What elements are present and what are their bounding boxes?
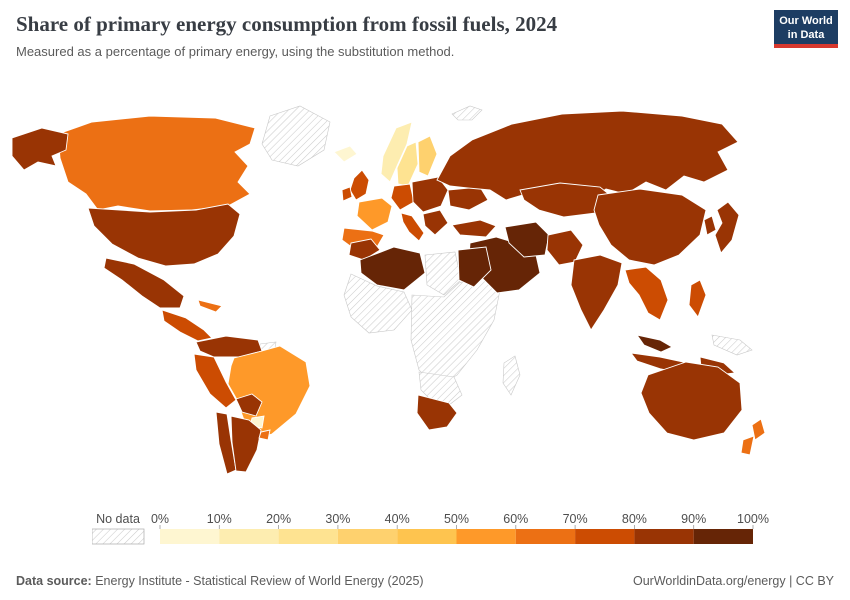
country-canada[interactable] xyxy=(57,115,256,212)
logo-line1: Our World xyxy=(779,15,833,28)
country-new-zealand-north[interactable] xyxy=(751,418,766,441)
country-mexico[interactable] xyxy=(103,257,185,309)
page-subtitle: Measured as a percentage of primary ener… xyxy=(16,44,455,60)
country-iceland[interactable] xyxy=(333,145,358,163)
legend-tick-5: 50% xyxy=(444,512,469,526)
legend-swatch-5[interactable] xyxy=(456,529,516,544)
country-alaska[interactable] xyxy=(11,127,69,171)
legend-tick-6: 60% xyxy=(503,512,528,526)
header: Share of primary energy consumption from… xyxy=(16,12,750,59)
legend-swatch-6[interactable] xyxy=(515,529,576,544)
country-iran[interactable] xyxy=(504,221,550,258)
country-russia[interactable] xyxy=(436,110,739,205)
country-japan[interactable] xyxy=(714,201,740,254)
legend-tick-1: 10% xyxy=(207,512,232,526)
legend-swatch-1[interactable] xyxy=(219,529,279,544)
legend-tick-2: 20% xyxy=(266,512,291,526)
legend-no-data-swatch[interactable] xyxy=(91,528,145,545)
legend-swatch-4[interactable] xyxy=(397,529,457,544)
legend-tick-7: 70% xyxy=(563,512,588,526)
legend-svg: No data 0% 10% 20% 30% 40% 50% 60% 70% 8… xyxy=(91,512,769,545)
legend-tick-9: 90% xyxy=(681,512,706,526)
owid-attribution-link[interactable]: OurWorldinData.org/energy | CC BY xyxy=(632,574,834,588)
country-svalbard[interactable] xyxy=(451,105,483,121)
legend-swatch-0[interactable] xyxy=(160,529,220,544)
country-italy[interactable] xyxy=(400,212,425,242)
country-brazil[interactable] xyxy=(227,345,311,441)
legend-tick-8: 80% xyxy=(622,512,647,526)
country-philippines[interactable] xyxy=(688,279,707,318)
country-papua-new-guinea[interactable] xyxy=(711,334,753,356)
country-ireland[interactable] xyxy=(341,186,353,202)
country-sweden[interactable] xyxy=(396,141,419,187)
country-egypt[interactable] xyxy=(457,246,492,288)
region-central-east-africa[interactable] xyxy=(410,272,501,388)
legend-swatch-7[interactable] xyxy=(575,529,635,544)
country-australia[interactable] xyxy=(640,361,743,441)
page-title: Share of primary energy consumption from… xyxy=(16,12,558,36)
region-balkans[interactable] xyxy=(422,209,449,236)
legend-tick-0: 0% xyxy=(151,512,169,526)
country-ukraine[interactable] xyxy=(447,186,489,211)
country-argentina[interactable] xyxy=(230,415,262,473)
region-central-europe[interactable] xyxy=(411,176,449,213)
country-cuba[interactable] xyxy=(197,299,223,313)
country-uruguay[interactable] xyxy=(258,429,271,441)
country-uk[interactable] xyxy=(349,169,370,201)
data-source-label: Data source: xyxy=(16,574,92,588)
legend-tick-3: 30% xyxy=(325,512,350,526)
footer: Data source: Energy Institute - Statisti… xyxy=(0,574,850,588)
data-source: Data source: Energy Institute - Statisti… xyxy=(16,574,424,588)
region-west-africa[interactable] xyxy=(343,273,413,334)
country-korea[interactable] xyxy=(703,215,717,236)
country-usa[interactable] xyxy=(87,203,241,267)
country-greenland[interactable] xyxy=(261,105,331,167)
country-new-zealand-south[interactable] xyxy=(740,435,755,456)
country-libya[interactable] xyxy=(424,251,462,296)
country-germany[interactable] xyxy=(390,183,415,211)
map-legend: No data 0% 10% 20% 30% 40% 50% 60% 70% 8… xyxy=(91,512,782,555)
country-india[interactable] xyxy=(570,254,623,331)
country-madagascar[interactable] xyxy=(502,355,521,396)
region-southeast-asia[interactable] xyxy=(624,266,669,321)
country-south-africa[interactable] xyxy=(416,394,458,431)
legend-swatch-9[interactable] xyxy=(693,529,753,544)
world-map-svg xyxy=(11,105,766,475)
country-turkey[interactable] xyxy=(451,219,497,238)
legend-swatch-3[interactable] xyxy=(337,529,398,544)
country-france[interactable] xyxy=(356,197,393,231)
legend-no-data-label: No data xyxy=(96,512,140,526)
country-china[interactable] xyxy=(593,188,707,266)
country-malaysia[interactable] xyxy=(635,334,673,353)
country-algeria[interactable] xyxy=(359,246,426,291)
country-finland[interactable] xyxy=(417,135,438,177)
world-map xyxy=(0,92,850,516)
legend-swatch-2[interactable] xyxy=(278,529,338,544)
region-central-america[interactable] xyxy=(161,309,213,342)
country-peru[interactable] xyxy=(193,353,237,409)
legend-tick-4: 40% xyxy=(385,512,410,526)
country-norway[interactable] xyxy=(380,121,413,183)
legend-tick-10: 100% xyxy=(737,512,769,526)
logo-line2: in Data xyxy=(787,29,825,41)
data-source-text: Energy Institute - Statistical Review of… xyxy=(91,574,424,588)
legend-swatch-8[interactable] xyxy=(634,529,694,544)
owid-logo[interactable]: Our World in Data xyxy=(774,10,838,48)
logo-accent-bar xyxy=(774,44,838,48)
country-bolivia[interactable] xyxy=(235,393,263,417)
